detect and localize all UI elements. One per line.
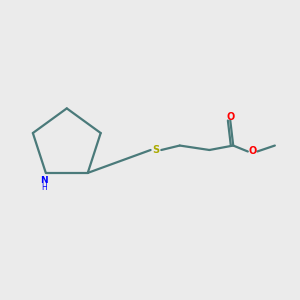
Text: H: H [41,183,47,192]
Text: O: O [248,146,257,157]
Text: S: S [152,145,160,155]
Text: O: O [226,112,234,122]
Text: N: N [40,176,48,185]
